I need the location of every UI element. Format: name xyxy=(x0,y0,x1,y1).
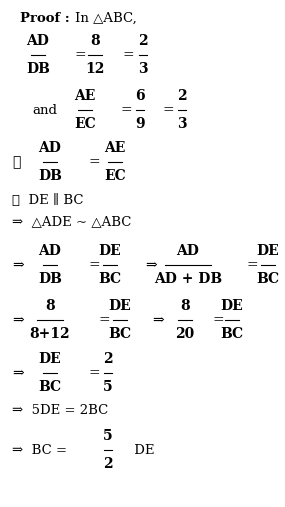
Text: 8: 8 xyxy=(45,299,55,313)
Text: =: = xyxy=(98,313,110,327)
Text: DE: DE xyxy=(99,244,121,258)
Text: DB: DB xyxy=(38,272,62,286)
Text: 6: 6 xyxy=(135,89,145,103)
Text: DB: DB xyxy=(26,62,50,76)
Text: EC: EC xyxy=(104,169,126,183)
Text: =: = xyxy=(120,103,132,117)
Text: =: = xyxy=(88,366,100,380)
Text: DE: DE xyxy=(130,444,154,456)
Text: AE: AE xyxy=(104,141,126,155)
Text: ∴: ∴ xyxy=(12,155,20,169)
Text: =: = xyxy=(88,155,100,169)
Text: BC: BC xyxy=(108,327,132,341)
Text: ⇒: ⇒ xyxy=(152,313,164,327)
Text: AD: AD xyxy=(27,34,49,48)
Text: ⇒: ⇒ xyxy=(12,258,24,272)
Text: DE: DE xyxy=(109,299,131,313)
Text: 2: 2 xyxy=(177,89,187,103)
Text: 9: 9 xyxy=(135,117,145,131)
Text: ∴  DE ∥ BC: ∴ DE ∥ BC xyxy=(12,194,84,206)
Text: ⇒: ⇒ xyxy=(12,366,24,380)
Text: 8+12: 8+12 xyxy=(30,327,70,341)
Text: DB: DB xyxy=(38,169,62,183)
Text: BC: BC xyxy=(220,327,244,341)
Text: 2: 2 xyxy=(138,34,148,48)
Text: =: = xyxy=(88,258,100,272)
Text: 5: 5 xyxy=(103,429,113,443)
Text: 5: 5 xyxy=(103,380,113,394)
Text: 2: 2 xyxy=(103,457,113,471)
Text: 3: 3 xyxy=(138,62,148,76)
Text: =: = xyxy=(123,48,135,62)
Text: ⇒  △ADE ~ △ABC: ⇒ △ADE ~ △ABC xyxy=(12,215,131,229)
Text: =: = xyxy=(162,103,174,117)
Text: ⇒: ⇒ xyxy=(145,258,157,272)
Text: ⇒  BC =: ⇒ BC = xyxy=(12,444,67,456)
Text: 12: 12 xyxy=(85,62,105,76)
Text: EC: EC xyxy=(74,117,96,131)
Text: 3: 3 xyxy=(177,117,187,131)
Text: Proof :: Proof : xyxy=(20,12,70,24)
Text: DE: DE xyxy=(221,299,243,313)
Text: DE: DE xyxy=(39,352,61,366)
Text: ⇒: ⇒ xyxy=(12,313,24,327)
Text: DE: DE xyxy=(256,244,279,258)
Text: ⇒  5DE = 2BC: ⇒ 5DE = 2BC xyxy=(12,404,108,416)
Text: AD + DB: AD + DB xyxy=(154,272,222,286)
Text: 8: 8 xyxy=(180,299,190,313)
Text: =: = xyxy=(75,48,87,62)
Text: 20: 20 xyxy=(175,327,195,341)
Text: AE: AE xyxy=(74,89,96,103)
Text: =: = xyxy=(212,313,224,327)
Text: BC: BC xyxy=(256,272,280,286)
Text: AD: AD xyxy=(38,244,62,258)
Text: In △ABC,: In △ABC, xyxy=(75,12,137,24)
Text: AD: AD xyxy=(38,141,62,155)
Text: BC: BC xyxy=(98,272,122,286)
Text: 8: 8 xyxy=(90,34,100,48)
Text: and: and xyxy=(32,103,57,117)
Text: AD: AD xyxy=(177,244,199,258)
Text: =: = xyxy=(247,258,258,272)
Text: 2: 2 xyxy=(103,352,113,366)
Text: BC: BC xyxy=(38,380,62,394)
